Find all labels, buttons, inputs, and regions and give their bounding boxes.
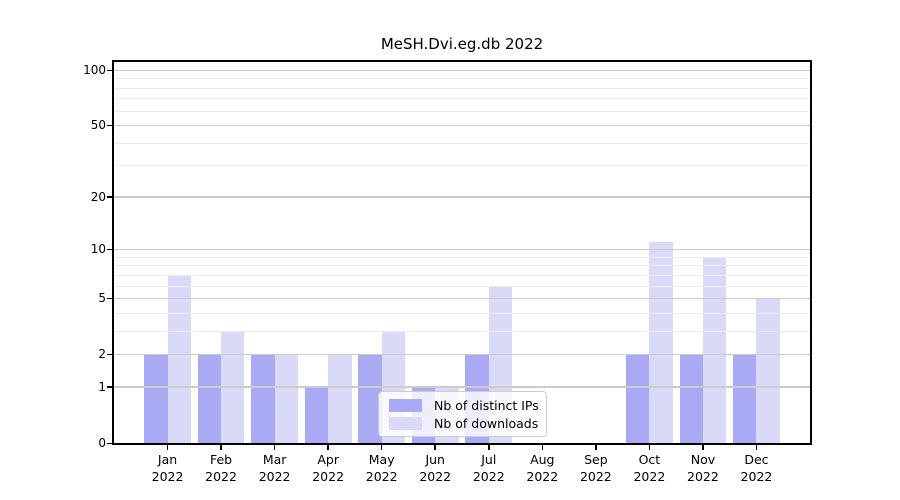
major-gridline-5	[114, 297, 810, 300]
minor-gridline-9	[114, 256, 810, 258]
y-tick-20	[107, 196, 114, 198]
x-tick-aug	[541, 445, 544, 450]
major-gridline-20	[114, 196, 810, 198]
x-tick-apr	[327, 445, 329, 450]
bar-downloads-jan	[167, 274, 191, 443]
minor-gridline-4	[114, 312, 810, 314]
legend-label-distinct-ips: Nb of distinct IPs	[434, 397, 539, 413]
y-tick-label-10: 10	[90, 242, 106, 257]
minor-gridline-6	[114, 285, 810, 287]
major-gridline-10	[114, 248, 810, 251]
legend-entry-distinct-ips: Nb of distinct IPs	[389, 396, 539, 414]
x-tick-label-feb: Feb 2022	[205, 452, 237, 484]
minor-gridline-7	[114, 274, 810, 276]
bar-distinct-ips-mar	[251, 354, 275, 443]
minor-gridline-30	[114, 165, 810, 167]
bar-downloads-dec	[756, 298, 780, 443]
y-tick-label-100: 100	[83, 63, 106, 77]
y-tick-label-1: 1	[98, 379, 106, 394]
x-tick-may	[380, 445, 383, 450]
y-tick-label-50: 50	[90, 118, 106, 133]
x-tick-label-may: May 2022	[365, 452, 398, 484]
legend-entry-downloads: Nb of downloads	[389, 414, 538, 432]
legend-swatch-distinct-ips-icon	[389, 398, 422, 412]
minor-gridline-90	[114, 78, 810, 80]
x-tick-label-sep: Sep 2022	[579, 452, 612, 484]
minor-gridline-60	[114, 110, 810, 112]
major-gridline-100	[114, 69, 810, 71]
bar-distinct-ips-feb	[197, 354, 222, 443]
legend-label-downloads: Nb of downloads	[434, 415, 539, 431]
x-tick-jan	[166, 445, 169, 450]
bar-downloads-apr	[328, 354, 352, 443]
y-tick-100	[107, 69, 114, 71]
x-tick-jun	[434, 445, 436, 450]
minor-gridline-70	[114, 98, 810, 100]
x-tick-jul	[488, 445, 490, 450]
bar-downloads-oct	[649, 242, 673, 443]
x-tick-label-apr: Apr 2022	[312, 452, 345, 484]
x-tick-label-jul: Jul 2022	[472, 452, 505, 484]
x-tick-label-jun: Jun 2022	[419, 452, 452, 484]
x-tick-oct	[648, 445, 651, 450]
bar-distinct-ips-may	[358, 354, 382, 443]
bar-distinct-ips-jan	[144, 354, 168, 443]
y-tick-label-0: 0	[98, 436, 106, 450]
y-tick-1	[107, 386, 114, 388]
x-tick-nov	[702, 445, 704, 450]
bar-distinct-ips-dec	[733, 354, 757, 443]
x-tick-label-mar: Mar 2022	[258, 452, 291, 484]
x-tick-mar	[273, 445, 276, 450]
x-tick-label-jan: Jan 2022	[151, 452, 184, 484]
y-tick-0	[107, 442, 114, 444]
major-gridline-50	[114, 124, 810, 127]
x-tick-dec	[755, 445, 758, 450]
x-tick-feb	[220, 445, 222, 450]
x-tick-label-oct: Oct 2022	[633, 452, 666, 484]
bar-downloads-mar	[274, 354, 298, 443]
y-tick-10	[107, 248, 114, 251]
bar-distinct-ips-nov	[679, 354, 703, 443]
y-tick-5	[107, 297, 114, 300]
major-gridline-1	[114, 386, 810, 388]
y-tick-50	[107, 124, 114, 127]
y-tick-label-5: 5	[98, 291, 106, 306]
bar-distinct-ips-apr	[304, 386, 329, 443]
x-tick-label-aug: Aug 2022	[526, 452, 559, 484]
minor-gridline-80	[114, 87, 810, 89]
chart-title: MeSH.Dvi.eg.db 2022	[380, 35, 544, 53]
x-tick-label-nov: Nov 2022	[687, 452, 719, 484]
x-tick-sep	[595, 445, 597, 450]
bar-distinct-ips-oct	[625, 354, 650, 443]
legend: Nb of distinct IPs Nb of downloads	[378, 391, 547, 437]
minor-gridline-40	[114, 142, 810, 144]
minor-gridline-3	[114, 330, 810, 332]
y-tick-label-2: 2	[98, 347, 106, 362]
minor-gridline-8	[114, 265, 810, 267]
major-gridline-2	[114, 353, 810, 356]
bar-downloads-nov	[702, 256, 727, 443]
legend-swatch-downloads-icon	[389, 416, 422, 430]
x-tick-label-dec: Dec 2022	[740, 452, 773, 484]
y-tick-label-20: 20	[90, 189, 106, 204]
y-tick-2	[107, 353, 114, 356]
